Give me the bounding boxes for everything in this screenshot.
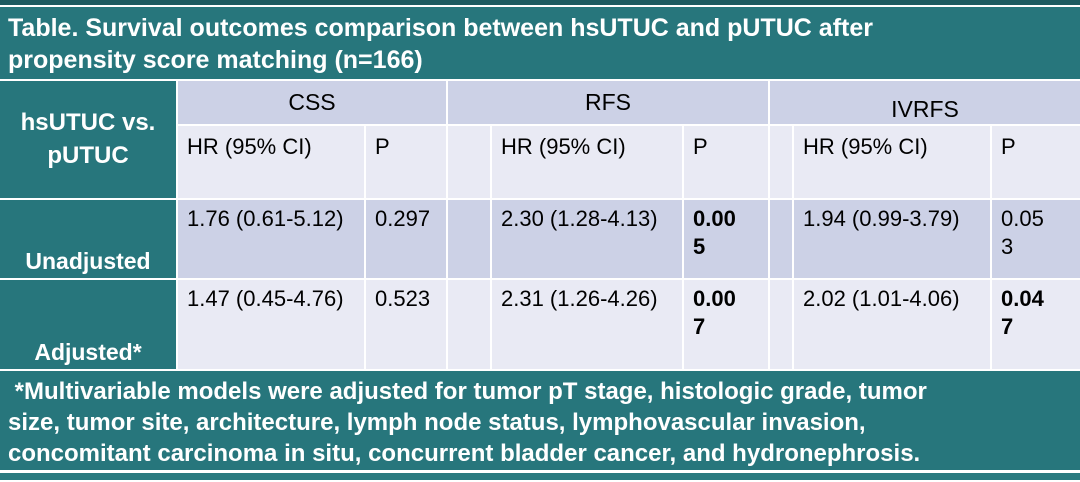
cell-unadjusted-rfs-p: 0.005 — [684, 200, 768, 278]
corner-header-hsutuc-vs-putuc: hsUTUC vs. pUTUC — [0, 81, 176, 198]
group-header-rfs: RFS — [448, 81, 768, 124]
table-footnote: *Multivariable models were adjusted for … — [0, 371, 1080, 470]
subheader-ivrfs-p: P — [992, 126, 1080, 198]
survival-outcomes-table: hsUTUC vs. pUTUC CSS RFS IVRFS HR (95% C… — [0, 81, 1080, 369]
cell-unadjusted-ivrfs-p: 0.053 — [992, 200, 1080, 278]
p-value: 0.523 — [375, 286, 431, 311]
cell-unadjusted-css-hr: 1.76 (0.61-5.12) — [178, 200, 364, 278]
subheader-rfs-p: P — [684, 126, 768, 198]
hr-value: 1.76 (0.61-5.12) — [187, 206, 344, 231]
group-header-css: CSS — [178, 81, 446, 124]
cell-adjusted-css-p: 0.523 — [366, 280, 446, 369]
p-value-significant: 0.047 — [1001, 286, 1044, 340]
p-value: 0.053 — [1001, 206, 1044, 260]
subheader-css-hr: HR (95% CI) — [178, 126, 364, 198]
spacer-cell — [448, 280, 490, 369]
spacer-cell — [448, 126, 490, 198]
p-value-significant: 0.005 — [693, 206, 736, 260]
spacer-cell — [770, 280, 792, 369]
table-title: Table. Survival outcomes comparison betw… — [0, 7, 1080, 81]
group-header-ivrfs: IVRFS — [770, 81, 1080, 124]
cell-adjusted-ivrfs-p: 0.047 — [992, 280, 1080, 369]
p-value-significant: 0.007 — [693, 286, 736, 340]
row-label-unadjusted: Unadjusted — [0, 200, 176, 278]
subheader-css-p: P — [366, 126, 446, 198]
cell-unadjusted-rfs-hr: 2.30 (1.28-4.13) — [492, 200, 682, 278]
cell-unadjusted-ivrfs-hr: 1.94 (0.99-3.79) — [794, 200, 990, 278]
cell-adjusted-css-hr: 1.47 (0.45-4.76) — [178, 280, 364, 369]
subheader-ivrfs-hr: HR (95% CI) — [794, 126, 990, 198]
spacer-cell — [770, 200, 792, 278]
row-label-adjusted: Adjusted* — [0, 280, 176, 369]
hr-value: 2.31 (1.26-4.26) — [501, 286, 658, 311]
cell-adjusted-rfs-p: 0.007 — [684, 280, 768, 369]
p-value: 0.297 — [375, 206, 431, 231]
subheader-rfs-hr: HR (95% CI) — [492, 126, 682, 198]
cell-unadjusted-css-p: 0.297 — [366, 200, 446, 278]
cell-adjusted-ivrfs-hr: 2.02 (1.01-4.06) — [794, 280, 990, 369]
hr-value: 1.47 (0.45-4.76) — [187, 286, 344, 311]
cell-adjusted-rfs-hr: 2.31 (1.26-4.26) — [492, 280, 682, 369]
table-top-border — [0, 0, 1080, 7]
spacer-cell — [448, 200, 490, 278]
hr-value: 2.30 (1.28-4.13) — [501, 206, 658, 231]
table-bottom-border — [0, 473, 1080, 480]
hr-value: 1.94 (0.99-3.79) — [803, 206, 960, 231]
hr-value: 2.02 (1.01-4.06) — [803, 286, 960, 311]
spacer-cell — [770, 126, 792, 198]
